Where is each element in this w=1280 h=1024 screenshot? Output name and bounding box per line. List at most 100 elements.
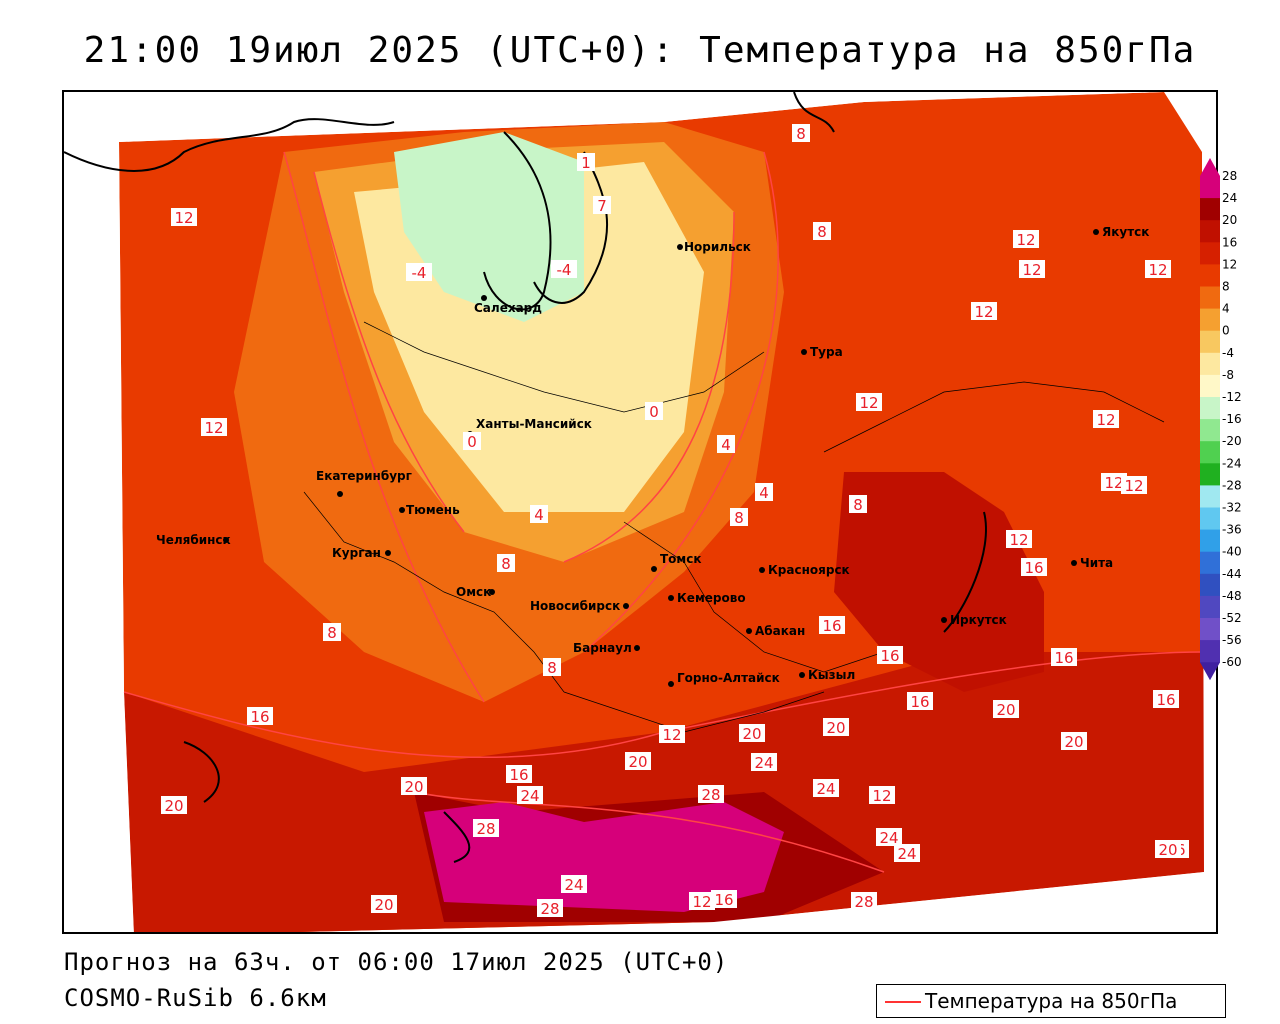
city-label: Абакан [755, 624, 805, 638]
svg-text:16: 16 [910, 693, 929, 711]
colorbar-tick-label: -4 [1222, 346, 1234, 360]
contour-label: 12 [1006, 530, 1032, 549]
svg-text:12: 12 [1124, 477, 1143, 495]
svg-text:24: 24 [754, 754, 773, 772]
contour-label: 20 [993, 700, 1019, 719]
colorbar-swatch [1200, 640, 1220, 663]
contour-label: 24 [517, 786, 543, 805]
svg-text:20: 20 [1064, 733, 1083, 751]
contour-label: 12 [659, 725, 685, 744]
contour-label: 12 [869, 786, 895, 805]
city-marker [677, 244, 683, 250]
city-marker [623, 603, 629, 609]
contour-label: 7 [593, 196, 611, 215]
colorbar-swatch [1200, 330, 1220, 354]
warm-zone-east [834, 472, 1044, 692]
svg-text:8: 8 [853, 496, 863, 514]
colorbar-swatch [1200, 264, 1220, 287]
svg-text:12: 12 [1104, 474, 1123, 492]
svg-text:16: 16 [1054, 649, 1073, 667]
contour-label: 28 [851, 892, 877, 911]
contour-label: 4 [755, 483, 773, 502]
svg-text:24: 24 [564, 876, 583, 894]
contour-label: 1 [577, 153, 595, 172]
svg-text:16: 16 [880, 647, 899, 665]
svg-text:16: 16 [714, 891, 733, 909]
colorbar-min-arrow [1200, 662, 1220, 681]
city-label: Ханты-Мансийск [476, 417, 592, 431]
colorbar-swatch [1200, 463, 1220, 486]
admin-boundaries [303, 321, 1165, 733]
colorbar-swatch [1200, 352, 1220, 376]
contour-label: -4 [406, 263, 432, 282]
contour-label: 12 [1101, 473, 1127, 492]
colorbar-tick-label: -40 [1222, 545, 1242, 559]
contour-label: 28 [537, 899, 563, 918]
contour-label: 12 [1121, 476, 1147, 495]
contour-label: 16 [1153, 690, 1179, 709]
colorbar-swatch [1200, 397, 1220, 420]
city-label: Чита [1080, 556, 1113, 570]
contour-label: 8 [730, 508, 748, 527]
city-marker [668, 681, 674, 687]
city-marker [1093, 229, 1099, 235]
city-marker [223, 537, 229, 543]
colorbar: 28 24 20 16 12 8 4 0 -4 -8 -12 -16 -20 -24 -28 -32 -36 -4… [1198, 158, 1278, 688]
contour-label: 24 [813, 779, 839, 798]
colorbar-swatch [1200, 618, 1220, 641]
contour-label: 16 [819, 616, 845, 635]
colorbar-tick-label: -8 [1222, 368, 1234, 382]
city-marker [799, 672, 805, 678]
city-label: Кызыл [808, 668, 855, 682]
contour-label: 20 [161, 796, 187, 815]
city-label: Новосибирск [530, 599, 620, 613]
svg-text:12: 12 [174, 209, 193, 227]
colorbar-tick-label: -20 [1222, 434, 1242, 448]
svg-text:7: 7 [597, 197, 607, 215]
contour-label: 20 [625, 752, 651, 771]
svg-text:20: 20 [826, 719, 845, 737]
temperature-map: Салехард Норильск Якутск Тура Ханты-Мансийск… [64, 92, 1216, 932]
city-label: Салехард [474, 301, 542, 315]
colorbar-swatch [1200, 374, 1220, 398]
contour-label: 16 [877, 646, 903, 665]
svg-text:0: 0 [467, 433, 477, 451]
city-label: Екатеринбург [316, 469, 412, 483]
colorbar-tick-label: -44 [1222, 567, 1242, 581]
model-info: COSMO-RuSib 6.6км [64, 984, 327, 1012]
map-title: 21:00 19июл 2025 (UTC+0): Температура на… [83, 30, 1197, 71]
city-label: Кемерово [677, 591, 746, 605]
contour-label: 20 [1061, 732, 1087, 751]
svg-text:16: 16 [250, 708, 269, 726]
city-marker [759, 567, 765, 573]
city-marker [385, 550, 391, 556]
contour-label: 20 [371, 895, 397, 914]
colorbar-tick-label: 8 [1222, 280, 1230, 294]
city-marker [668, 595, 674, 601]
contour-label: 8 [323, 623, 341, 642]
colorbar-swatch [1200, 507, 1220, 531]
svg-text:20: 20 [404, 778, 423, 796]
svg-text:20: 20 [996, 701, 1015, 719]
contour-label: 24 [876, 828, 902, 847]
colorbar-tick-label: 12 [1222, 257, 1237, 271]
contour-label: 16 [1021, 558, 1047, 577]
contour-label: 16 [907, 692, 933, 711]
contour-label: 4 [530, 505, 548, 524]
svg-text:-4: -4 [557, 261, 572, 279]
svg-text:20: 20 [374, 896, 393, 914]
city-label: Горно-Алтайск [677, 671, 780, 685]
contour-label: 20 [739, 724, 765, 743]
colorbar-swatch [1200, 573, 1220, 597]
colorbar-tick-label: -48 [1222, 589, 1242, 603]
contour-label: 0 [463, 432, 481, 451]
svg-text:12: 12 [204, 419, 223, 437]
contour-label: 20 [823, 718, 849, 737]
map-panel: Салехард Норильск Якутск Тура Ханты-Мансийск… [62, 90, 1218, 934]
city-marker [481, 295, 487, 301]
svg-text:20: 20 [164, 797, 183, 815]
svg-text:20: 20 [1158, 841, 1177, 859]
svg-text:4: 4 [534, 506, 544, 524]
colorbar-tick-label: 4 [1222, 302, 1230, 316]
city-marker [941, 617, 947, 623]
